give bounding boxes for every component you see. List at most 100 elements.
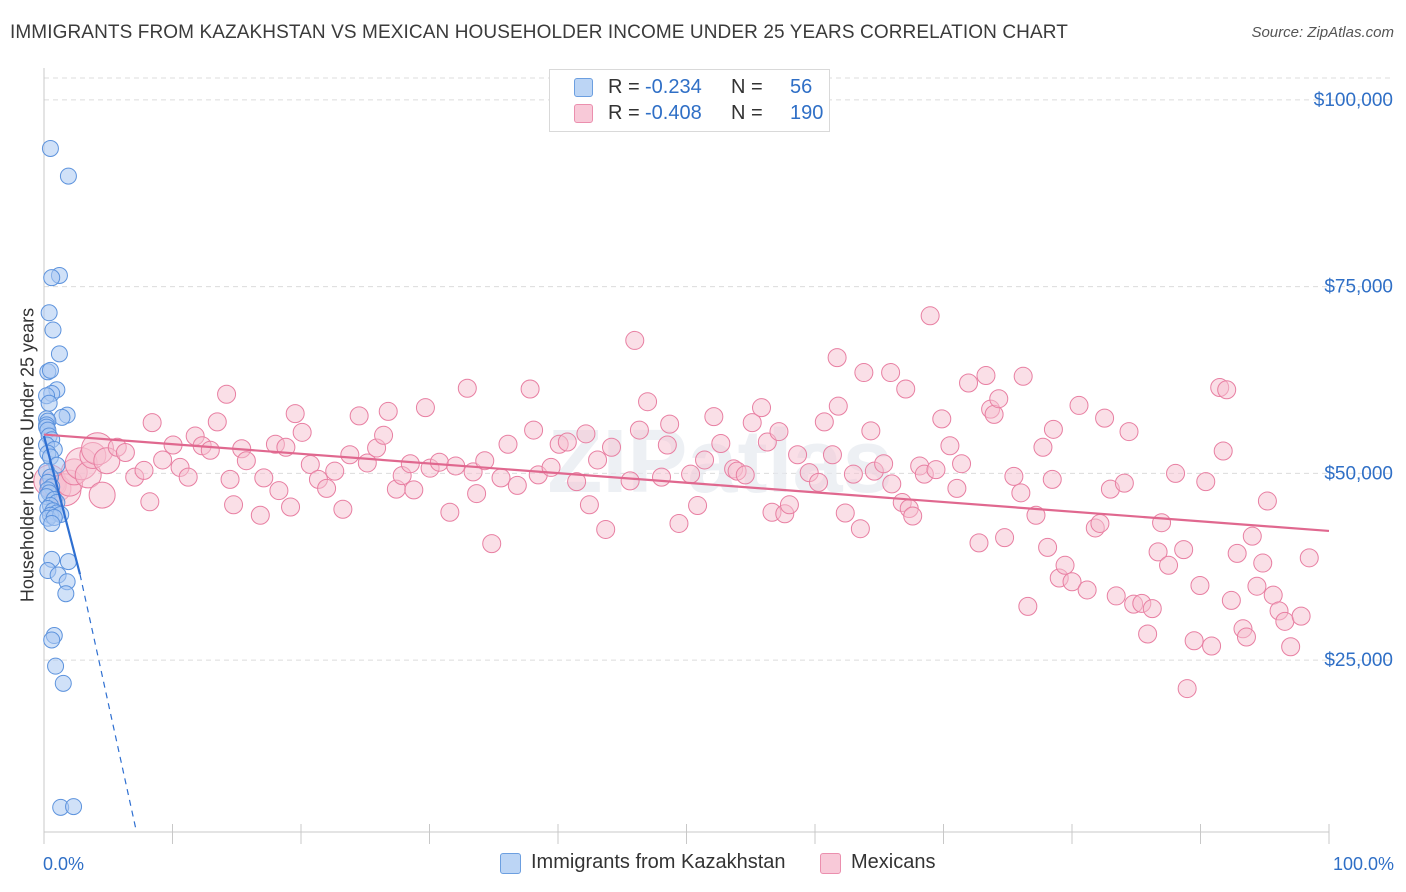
mexicans-point	[1114, 473, 1134, 493]
series-swatch-blue	[500, 853, 521, 874]
series-legend: Immigrants from Kazakhstan Mexicans	[0, 851, 1406, 877]
legend-swatch-pink	[574, 104, 593, 123]
mexicans-point	[629, 420, 649, 440]
mexicans-point	[681, 464, 701, 484]
mexicans-point	[1043, 419, 1063, 439]
y-axis-title: Householder Income Under 25 years	[17, 307, 38, 603]
mexicans-point	[557, 432, 577, 452]
mexicans-point	[498, 434, 518, 454]
mexicans-point	[325, 461, 345, 481]
kazakhstan-trend-extension	[79, 574, 138, 833]
mexicans-point	[285, 404, 305, 424]
correlation-legend: R = -0.234 N = 56 R = -0.408 N = 190	[549, 69, 830, 132]
kazakhstan-point	[54, 674, 72, 692]
kazakhstan-points	[38, 139, 83, 816]
x-tick-label-left: 0.0%	[43, 854, 84, 874]
mexicans-point	[475, 451, 495, 471]
mexicans-point	[1033, 437, 1053, 457]
kazakhstan-point	[50, 345, 68, 363]
kazakhstan-point	[43, 631, 61, 649]
kazakhstan-point	[40, 304, 58, 322]
mexicans-point	[507, 475, 527, 495]
kazakhstan-point	[47, 657, 65, 675]
mexicans-point	[491, 468, 511, 488]
mexicans-point	[835, 503, 855, 523]
mexicans-point	[415, 398, 435, 418]
mexicans-point	[1253, 553, 1273, 573]
mexicans-point	[1159, 555, 1179, 575]
mexicans-point	[1148, 542, 1168, 562]
mexicans-trend-line	[43, 433, 1330, 533]
mexicans-point	[1106, 586, 1126, 606]
mexicans-point	[1077, 580, 1097, 600]
legend-n-label: N =	[731, 76, 763, 98]
kazakhstan-point	[59, 167, 77, 185]
mexicans-point	[752, 398, 772, 418]
mexicans-point	[579, 495, 599, 515]
mexicans-point	[704, 407, 724, 427]
mexicans-point	[896, 379, 916, 399]
mexicans-point	[874, 454, 894, 474]
mexicans-point	[1011, 483, 1031, 503]
legend-r-value: -0.234	[645, 76, 702, 98]
mexicans-point	[969, 533, 989, 553]
mexicans-point	[652, 467, 672, 487]
mexicans-point	[333, 499, 353, 519]
mexicans-point	[660, 414, 680, 434]
mexicans-point	[220, 469, 240, 489]
mexicans-point	[688, 496, 708, 516]
mexicans-point	[742, 413, 762, 433]
mexicans-point	[788, 445, 808, 465]
mexicans-point	[429, 452, 449, 472]
mexicans-point	[236, 451, 256, 471]
mexicans-point	[1196, 472, 1216, 492]
legend-n-value: 190	[790, 102, 824, 124]
kazakhstan-point	[41, 139, 59, 157]
mexicans-point	[207, 412, 227, 432]
mexicans-point	[178, 467, 198, 487]
mexicans-point	[142, 413, 162, 433]
mexicans-point	[134, 460, 154, 480]
mexicans-point	[524, 420, 544, 440]
mexicans-point	[349, 406, 369, 426]
mexicans-point	[940, 436, 960, 456]
mexicans-point	[952, 454, 972, 474]
mexicans-point	[828, 396, 848, 416]
legend-r-label: R =	[608, 76, 640, 98]
legend-r-label: R =	[608, 102, 640, 124]
mexicans-point	[340, 445, 360, 465]
mexicans-point	[482, 534, 502, 554]
mexicans-point	[932, 409, 952, 429]
mexicans-point	[440, 502, 460, 522]
mexicans-point	[695, 450, 715, 470]
series-legend-label: Mexicans	[851, 851, 936, 873]
kazakhstan-point	[57, 585, 75, 603]
mexicans-point	[976, 366, 996, 386]
mexicans-point	[779, 495, 799, 515]
mexicans-point	[1174, 540, 1194, 560]
mexicans-point	[926, 460, 946, 480]
mexicans-point	[254, 468, 274, 488]
mexicans-point	[827, 348, 847, 368]
mexicans-point	[947, 478, 967, 498]
mexicans-point	[217, 384, 237, 404]
mexicans-point	[735, 465, 755, 485]
mexicans-point	[292, 422, 312, 442]
kazakhstan-point	[53, 408, 71, 426]
mexicans-point	[920, 306, 940, 326]
y-tick-label: $50,000	[1324, 463, 1393, 484]
kazakhstan-point	[44, 321, 62, 339]
mexicans-point	[1190, 575, 1210, 595]
mexicans-point	[1166, 463, 1186, 483]
y-tick-label: $25,000	[1324, 650, 1393, 671]
mexicans-point	[200, 440, 220, 460]
kazakhstan-point	[59, 553, 77, 571]
mexicans-point	[588, 450, 608, 470]
mexicans-point	[1042, 469, 1062, 489]
kazakhstan-point	[43, 269, 61, 287]
mexicans-point	[711, 434, 731, 454]
mexicans-point	[769, 422, 789, 442]
mexicans-point	[269, 481, 289, 501]
mexicans-point	[1242, 526, 1262, 546]
mexicans-point	[400, 454, 420, 474]
